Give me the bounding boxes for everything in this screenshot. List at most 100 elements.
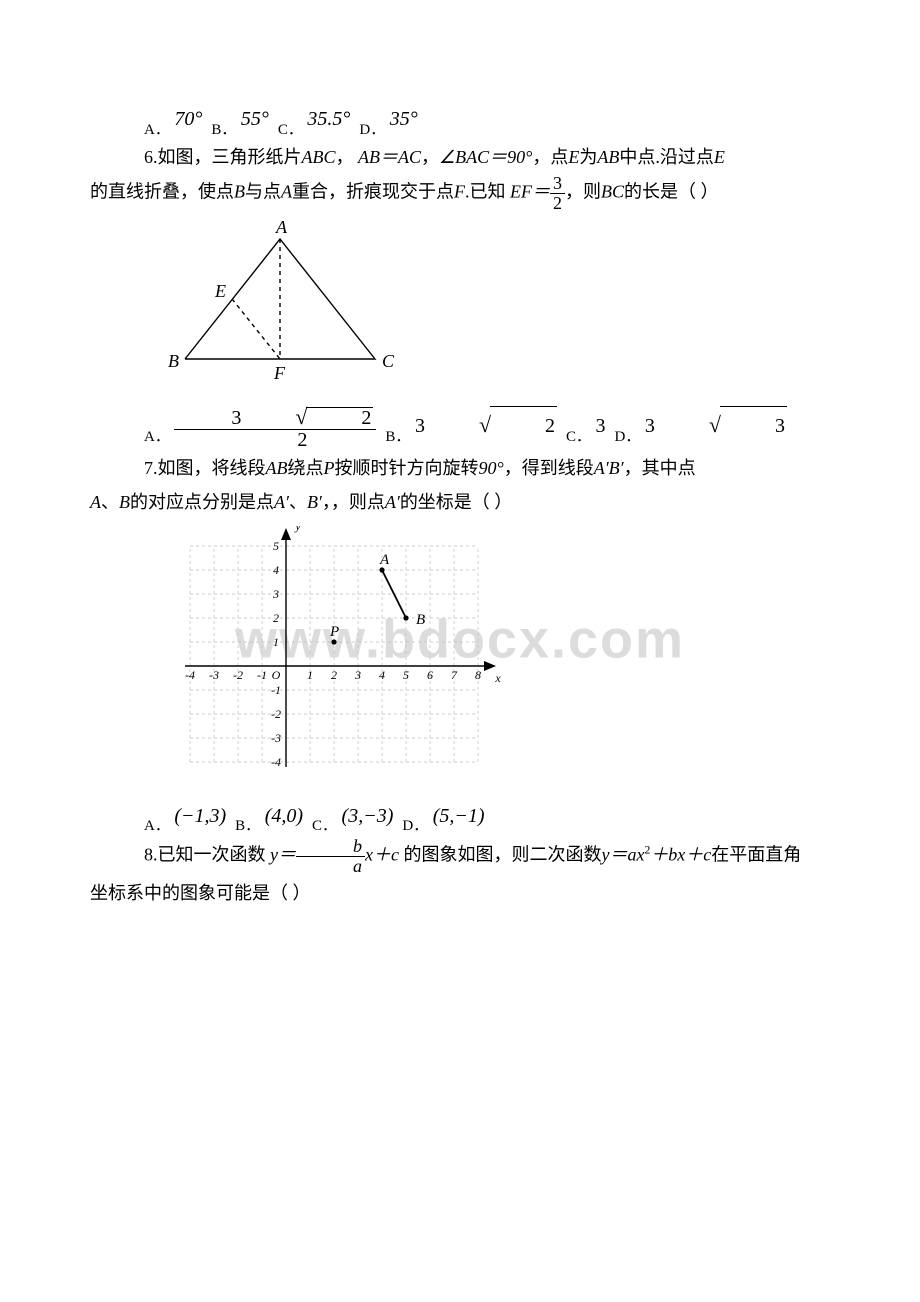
- q7-opt-b: (4,0): [265, 805, 303, 827]
- q8-sc: 在平面直角: [711, 844, 801, 864]
- q7-label-a: A．: [144, 818, 170, 834]
- q6-l2d: .已知: [465, 182, 506, 202]
- q6-opt-b: 32: [415, 415, 557, 437]
- svg-text:-3: -3: [271, 731, 281, 745]
- svg-text:5: 5: [403, 668, 409, 682]
- svg-text:2: 2: [331, 668, 337, 682]
- svg-text:-3: -3: [209, 668, 219, 682]
- q8-stem-line2: 坐标系中的图象可能是（ ）: [90, 876, 830, 910]
- svg-text:7: 7: [451, 668, 458, 682]
- q6-opt-a: 32 2: [174, 405, 376, 451]
- q6-c2: ，: [421, 147, 439, 167]
- q6-A: A: [281, 182, 292, 202]
- q6-mid2: 中点.沿过点: [619, 147, 714, 167]
- q7-stem-line2: A、B的对应点分别是点A′、B′，，则点A′的坐标是（ ）: [90, 485, 830, 519]
- q7-P: P: [324, 458, 335, 478]
- q7-l2h: ，，则点: [322, 492, 385, 512]
- q6-opt-c: 3: [596, 415, 606, 437]
- q7-opt-a: (−1,3): [174, 805, 226, 827]
- q8-num: 8: [144, 844, 153, 864]
- svg-text:P: P: [329, 624, 339, 640]
- q5-opt-a: 70°: [174, 108, 202, 130]
- q6-frac-num: 3: [550, 174, 565, 193]
- q6-label-d: D．: [615, 429, 641, 445]
- q8-stem-line1: 8.已知一次函数 y＝bax＋c 的图象如图，则二次函数y＝ax2＋bx＋c在平…: [90, 837, 830, 876]
- q7-label-c: C．: [312, 818, 337, 834]
- q7-num: 7: [144, 458, 153, 478]
- q6-E: E: [568, 147, 579, 167]
- q6-eq2: ∠BAC＝90°: [439, 147, 532, 167]
- q6-l2c: 重合，折痕现交于点: [292, 182, 454, 202]
- svg-text:-4: -4: [271, 755, 281, 769]
- q8-frac-den: a: [296, 856, 365, 876]
- q6-fig-A: A: [275, 219, 288, 237]
- q6-BC: BC: [601, 182, 624, 202]
- q6-B: B: [234, 182, 245, 202]
- q6-opt-d: 33: [645, 415, 787, 437]
- svg-text:-1: -1: [257, 668, 267, 682]
- q7-sc: 按顺时针方向旋转: [335, 458, 479, 478]
- q7-l2g: B′: [307, 492, 322, 512]
- q6-AB: AB: [597, 147, 619, 167]
- svg-text:2: 2: [273, 611, 279, 625]
- q6-l2a: 的直线折叠，使点: [90, 182, 234, 202]
- svg-text:B: B: [416, 612, 425, 628]
- q6-l2f: 的长是（ ）: [624, 182, 719, 202]
- q6-label-c: C．: [566, 429, 591, 445]
- q7-label-d: D．: [402, 818, 428, 834]
- q8-quad: y＝ax: [601, 844, 644, 864]
- q8-sa: .已知一次函数: [153, 844, 266, 864]
- q7-sa: .如图，将线段: [153, 458, 266, 478]
- q6-s1: .如图，三角形纸片: [153, 147, 302, 167]
- q5-label-c: C．: [278, 122, 303, 138]
- q5-opt-b: 55°: [241, 108, 269, 130]
- q7-options: A． (−1,3) B． (4,0) C． (3,−3) D． (5,−1): [90, 797, 830, 837]
- q6-stem-line1: 6.如图，三角形纸片ABC， AB＝AC，∠BAC＝90°，点E为AB中点.沿过…: [90, 140, 830, 174]
- q6-fig-C: C: [382, 351, 395, 371]
- q6-c3: ，点: [532, 147, 568, 167]
- q6-label-a: A．: [144, 429, 170, 445]
- q7-l2e: A′: [274, 492, 289, 512]
- q8-x: x＋c: [365, 844, 399, 864]
- q6-fig-F: F: [273, 363, 286, 383]
- q6-c1: ，: [336, 147, 354, 167]
- q7-sb: 绕点: [288, 458, 324, 478]
- q8-sb: 的图象如图，则二次函数: [403, 844, 601, 864]
- q7-l2j: 的坐标是（ ）: [400, 492, 513, 512]
- q5-options: A． 70° B． 55° C． 35.5° D． 35°: [90, 100, 830, 140]
- q6-options: A． 32 2 B． 32 C． 3 D． 33: [90, 404, 830, 451]
- svg-text:3: 3: [272, 587, 279, 601]
- q6-E2: E: [714, 147, 725, 167]
- q7-opt-c: (3,−3): [342, 805, 394, 827]
- svg-text:A: A: [379, 552, 390, 568]
- q6-eq1: AB＝AC: [358, 147, 421, 167]
- q5-label-a: A．: [144, 122, 170, 138]
- q6-label-b: B．: [385, 429, 410, 445]
- q8-l2: 坐标系中的图象可能是（ ）: [90, 883, 311, 903]
- svg-text:O: O: [272, 668, 281, 682]
- q6-l2e: ，则: [565, 182, 601, 202]
- q7-sd: ，得到线段: [504, 458, 594, 478]
- q6-fig-E: E: [214, 281, 226, 301]
- svg-text:6: 6: [427, 668, 433, 682]
- q6-frac: 32: [550, 174, 565, 213]
- svg-text:5: 5: [273, 539, 279, 553]
- q8-quadb: ＋bx＋c: [650, 844, 711, 864]
- svg-text:8: 8: [475, 668, 481, 682]
- q7-l2d: 的对应点分别是点: [130, 492, 274, 512]
- q7-l2b: 、: [101, 492, 119, 512]
- svg-text:4: 4: [379, 668, 385, 682]
- svg-text:1: 1: [307, 668, 313, 682]
- q7-ABp: A′B′: [594, 458, 624, 478]
- svg-text:-4: -4: [185, 668, 195, 682]
- q7-figure: -4-3-2-112345678-4-3-2-112345OxyABP: [160, 526, 830, 793]
- svg-text:-2: -2: [233, 668, 243, 682]
- q5-opt-d: 35°: [390, 108, 418, 130]
- q7-l2a: A: [90, 492, 101, 512]
- q6-EF: EF＝: [510, 182, 550, 202]
- q7-AB: AB: [266, 458, 288, 478]
- q6-mid: 为: [579, 147, 597, 167]
- q6-l2b: 与点: [245, 182, 281, 202]
- q7-stem-line1: 7.如图，将线段AB绕点P按顺时针方向旋转90°，得到线段A′B′，其中点: [90, 451, 830, 485]
- q7-opt-d: (5,−1): [433, 805, 485, 827]
